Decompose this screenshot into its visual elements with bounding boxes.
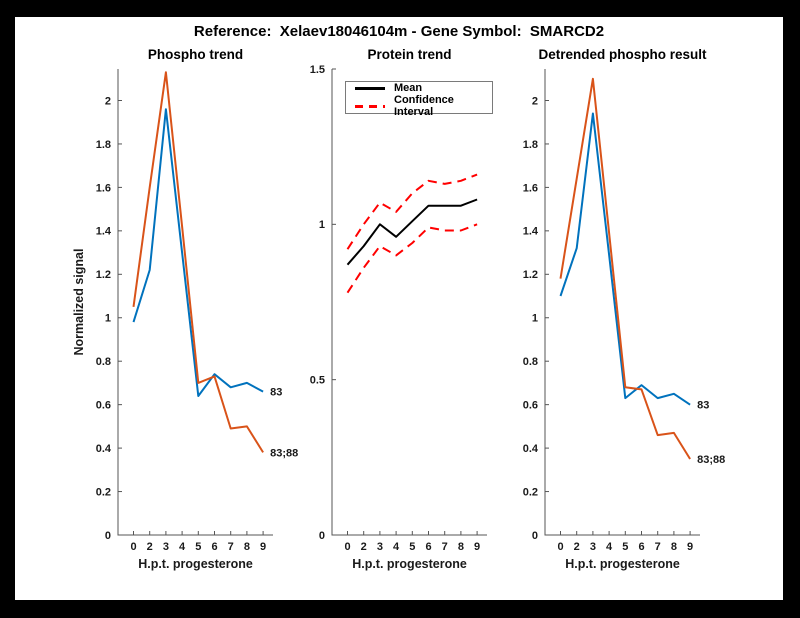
y-tick-label: 1.2: [96, 269, 111, 281]
y-tick-label: 0.4: [523, 443, 539, 455]
x-axis-label: H.p.t. progesterone: [138, 557, 253, 571]
y-tick-label: 0.6: [523, 400, 538, 412]
x-tick-label: 4: [606, 541, 613, 553]
y-tick-label: 0.5: [310, 375, 325, 387]
y-tick-label: 0: [319, 530, 325, 542]
y-tick-label: 0: [532, 530, 538, 542]
axis-spines: [544, 69, 700, 536]
y-tick-label: 1.8: [523, 139, 538, 151]
x-tick-label: 6: [638, 541, 644, 553]
x-tick-label: 5: [195, 541, 201, 553]
x-tick-label: 6: [425, 541, 431, 553]
y-tick-label: 1: [532, 313, 538, 325]
x-tick-label: 2: [574, 541, 580, 553]
subplot-title: Detrended phospho result: [538, 47, 707, 62]
y-tick-label: 1.2: [523, 269, 538, 281]
matlab-figure: Reference: Xelaev18046104m - Gene Symbol…: [15, 17, 783, 600]
charts-canvas: 00.20.40.60.811.21.41.61.820 2 3 4 5 6 7 8 9Phos…: [72, 47, 726, 571]
y-tick-label: 0.2: [96, 486, 111, 498]
y-tick-label: 2: [532, 95, 538, 107]
x-tick-label: 2: [361, 541, 367, 553]
x-tick-label: 7: [228, 541, 234, 553]
x-tick-label: 5: [622, 541, 628, 553]
y-tick-label: 0.6: [96, 400, 111, 412]
y-tick-label: 1: [105, 313, 111, 325]
y-tick-label: 1.4: [96, 226, 112, 238]
x-tick-label: 4: [179, 541, 186, 553]
subplot-title: Protein trend: [367, 47, 451, 62]
y-tick-label: 1.5: [310, 64, 325, 76]
confidence-interval-line-swatch: [355, 104, 385, 108]
x-tick-label: 0: [130, 541, 136, 553]
x-tick-label: 9: [260, 541, 266, 553]
series-line-mean: [346, 198, 478, 266]
y-tick-label: 0.4: [96, 443, 112, 455]
x-tick-label: 7: [655, 541, 661, 553]
axis-spines: [331, 69, 487, 536]
legend-entry-confidence-interval: Confidence Interval: [355, 94, 492, 118]
y-tick-label: 0: [105, 530, 111, 542]
legend-box: Mean Confidence Interval: [345, 81, 493, 118]
x-tick-label: 3: [377, 541, 383, 553]
series-end-label-83: 83: [270, 387, 282, 399]
x-tick-label: 4: [393, 541, 400, 553]
series-line-83-88: [559, 77, 691, 460]
series-end-label-83-88: 83;88: [697, 454, 725, 466]
figure-title: Reference: Xelaev18046104m - Gene Symbol…: [193, 23, 605, 40]
y-tick-label: 1.8: [96, 139, 111, 151]
mean-line-swatch: [355, 86, 385, 90]
x-tick-label: 8: [458, 541, 464, 553]
axis-spines: [117, 69, 273, 536]
series-end-label-83-88: 83;88: [270, 447, 298, 459]
y-tick-label: 1: [319, 219, 325, 231]
subplot-detrended-phospho-result: 00.20.40.60.811.21.41.61.820 2 3 4 5 6 7 8 9Detr…: [523, 47, 726, 571]
y-axis-label: Normalized signal: [72, 249, 86, 356]
legend-entry-mean: Mean: [355, 82, 492, 94]
x-tick-label: 5: [409, 541, 415, 553]
x-tick-label: 2: [147, 541, 153, 553]
series-end-label-83: 83: [697, 400, 709, 412]
y-tick-label: 1.6: [523, 182, 538, 194]
series-line-83-88: [132, 71, 264, 453]
x-axis-label: H.p.t. progesterone: [565, 557, 680, 571]
subplot-title: Phospho trend: [148, 47, 243, 62]
legend-label-mean: Mean: [394, 82, 423, 94]
x-tick-label: 8: [244, 541, 250, 553]
x-tick-label: 3: [163, 541, 169, 553]
y-tick-label: 2: [105, 95, 111, 107]
series-line-83: [132, 108, 264, 397]
x-tick-label: 9: [687, 541, 693, 553]
x-tick-label: 0: [344, 541, 350, 553]
legend-label-confidence-interval: Confidence Interval: [394, 94, 454, 118]
y-tick-label: 0.8: [96, 356, 111, 368]
x-tick-label: 0: [557, 541, 563, 553]
series-line-confidence-interval-upper: [346, 173, 478, 250]
y-tick-label: 0.8: [523, 356, 538, 368]
subplot-phospho-trend: 00.20.40.60.811.21.41.61.820 2 3 4 5 6 7 8 9Phos…: [72, 47, 298, 571]
y-tick-label: 0.2: [523, 486, 538, 498]
series-line-83: [559, 112, 691, 406]
series-line-confidence-interval-lower: [346, 223, 478, 294]
x-tick-label: 7: [442, 541, 448, 553]
x-axis-label: H.p.t. progesterone: [352, 557, 467, 571]
x-tick-label: 3: [590, 541, 596, 553]
x-tick-label: 9: [474, 541, 480, 553]
y-tick-label: 1.4: [523, 226, 539, 238]
y-tick-label: 1.6: [96, 182, 111, 194]
x-tick-label: 6: [211, 541, 217, 553]
x-tick-label: 8: [671, 541, 677, 553]
